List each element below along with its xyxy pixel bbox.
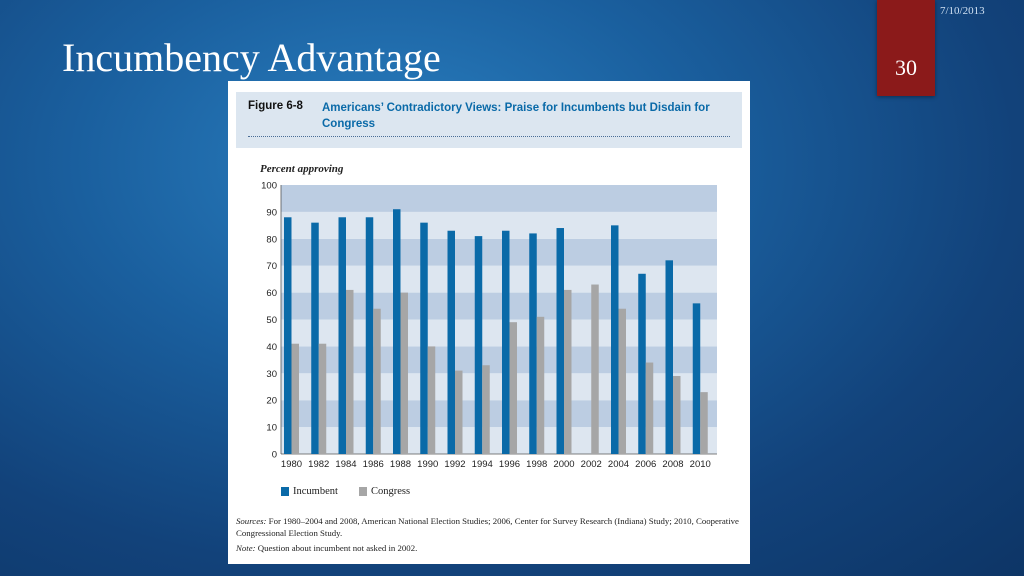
x-tick-label: 1996 [499,459,520,470]
bar-congress [427,346,436,454]
figure-image: Figure 6-8 Americans’ Contradictory View… [228,81,750,564]
legend-label-congress: Congress [371,486,411,497]
x-tick-label: 2000 [553,459,574,470]
slide-number-tab: 30 [877,0,935,96]
x-tick-label: 1980 [281,459,302,470]
x-tick-label: 2004 [608,459,629,470]
y-axis-label: Percent approving [260,163,344,175]
bar-congress [291,343,299,454]
slide-title: Incumbency Advantage [62,35,441,80]
grid-band [281,265,717,293]
bar-incumbent [365,217,374,454]
y-tick-label: 50 [266,315,277,326]
x-tick-label: 1986 [363,459,384,470]
bar-congress [700,392,708,454]
figure-note: Note: Question about incumbent not asked… [236,543,744,553]
grid-band [281,185,717,212]
y-tick-label: 10 [266,423,277,434]
y-tick-label: 20 [266,396,277,407]
bar-congress [509,322,517,454]
bar-congress [536,316,545,454]
x-tick-label: 1992 [444,459,465,470]
legend-swatch-incumbent [281,487,289,496]
y-tick-label: 60 [266,288,277,299]
slide-number: 30 [895,55,917,80]
bar-incumbent [692,303,701,454]
y-tick-label: 90 [266,207,277,218]
bar-congress [318,343,327,454]
bar-congress [455,370,463,454]
x-tick-label: 1998 [526,459,547,470]
x-tick-label: 1984 [335,459,356,470]
bar-congress [400,292,408,454]
bar-congress [591,284,599,454]
x-tick-label: 1982 [308,459,329,470]
bar-incumbent [420,222,428,454]
y-tick-label: 80 [266,234,277,245]
bar-congress [673,375,681,454]
bar-chart: 0 10 20 30 40 50 60 70 80 90 100 1980 1982 1984 1986 19… [261,181,717,470]
bar-incumbent [284,217,292,454]
x-tick-label: 2006 [635,459,656,470]
bar-congress [564,289,572,454]
figure-sources: Sources: For 1980–2004 and 2008, America… [236,516,744,539]
x-tick-label: 1994 [472,459,493,470]
y-tick-label: 70 [266,261,277,272]
bar-incumbent [474,236,483,454]
bar-congress [618,308,626,454]
bar-incumbent [611,225,619,454]
y-tick-label: 100 [261,181,277,192]
figure-title: Americans’ Contradictory Views: Praise f… [322,102,710,130]
note-text: Question about incumbent not asked in 20… [257,543,418,553]
bar-incumbent [393,209,401,454]
bar-incumbent [665,260,673,454]
slide-date: 7/10/2013 [940,5,985,17]
bar-incumbent [447,230,455,454]
sources-lead: Sources: [236,516,267,526]
grid-band [281,238,717,266]
x-tick-label: 1990 [417,459,438,470]
figure-header: Figure 6-8 Americans’ Contradictory View… [236,92,742,148]
y-tick-label: 40 [266,342,277,353]
x-tick-label: 2002 [581,459,602,470]
bar-incumbent [556,228,564,454]
header-divider [248,136,730,137]
bar-congress [373,308,381,454]
grid-band [281,211,717,239]
bar-incumbent [638,273,646,454]
bar-congress [346,289,354,454]
x-tick-label: 1988 [390,459,411,470]
sources-text: For 1980–2004 and 2008, American Nationa… [236,516,739,538]
bar-congress [645,362,654,454]
legend-label-incumbent: Incumbent [293,486,338,497]
legend-incumbent: Incumbent [281,486,338,497]
legend-congress: Congress [359,486,410,497]
bar-incumbent [338,217,346,454]
note-lead: Note: [236,543,256,553]
y-tick-label: 0 [272,450,277,461]
bar-incumbent [311,222,319,454]
x-tick-label: 2010 [690,459,711,470]
legend-swatch-congress [359,487,367,496]
bar-incumbent [529,233,537,454]
figure-label: Figure 6-8 [248,100,303,112]
y-tick-label: 30 [266,369,277,380]
bar-incumbent [502,230,510,454]
x-tick-label: 2008 [662,459,683,470]
bar-congress [482,365,490,454]
